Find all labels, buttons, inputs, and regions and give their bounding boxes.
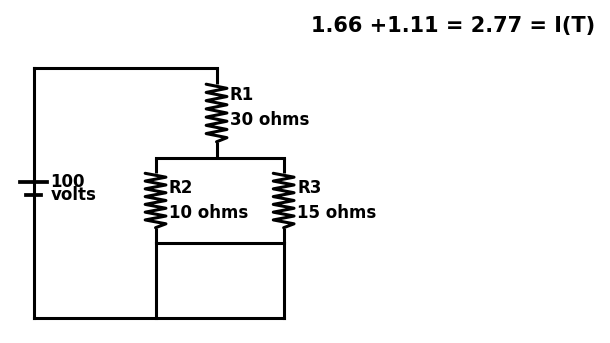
Text: 100: 100 — [51, 173, 85, 190]
Text: R3: R3 — [297, 179, 321, 197]
Text: 1.66 +1.11 = 2.77 = I(T): 1.66 +1.11 = 2.77 = I(T) — [311, 15, 595, 35]
Text: 30 ohms: 30 ohms — [230, 110, 309, 129]
Text: R2: R2 — [169, 179, 193, 197]
Text: volts: volts — [51, 186, 96, 203]
Text: 10 ohms: 10 ohms — [169, 204, 248, 222]
Text: 15 ohms: 15 ohms — [297, 204, 376, 222]
Text: R1: R1 — [230, 85, 254, 104]
